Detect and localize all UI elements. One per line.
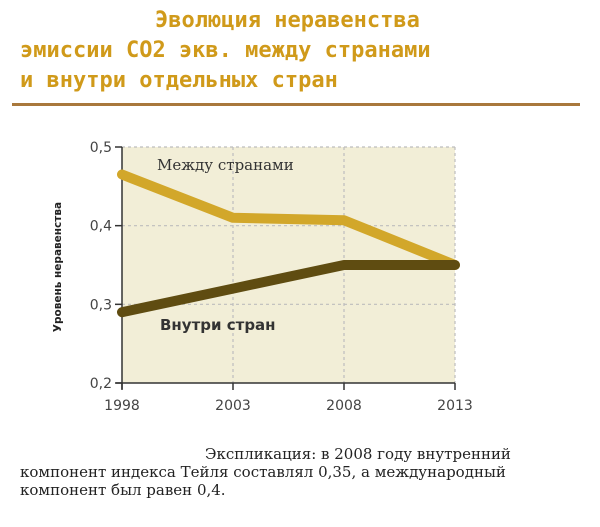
note-line-1: Экспликация: в 2008 году внутренний xyxy=(205,445,511,463)
y-axis-label: Уровень неравенства xyxy=(52,202,64,332)
series-line-within xyxy=(117,260,460,318)
title-line-3: и внутри отдельных стран xyxy=(20,68,338,93)
line-chart: 0,5 0,4 0,3 0,2 1998 2003 2008 2013 Уровень нера… xyxy=(52,140,473,414)
y-tick-label: 0,4 xyxy=(90,219,112,235)
x-tick-label: 2003 xyxy=(215,398,251,414)
note-line-2: компонент индекса Тейля составлял 0,35, … xyxy=(20,463,506,481)
note-line-3: компонент был равен 0,4. xyxy=(20,481,226,499)
x-tick-label: 2008 xyxy=(326,398,362,414)
series-label-within: Внутри стран xyxy=(160,316,276,334)
x-tick-label: 1998 xyxy=(104,398,140,414)
y-tick-label: 0,2 xyxy=(90,376,112,392)
y-tick-label: 0,3 xyxy=(90,297,112,313)
title-line-1: Эволюция неравенства xyxy=(155,8,420,33)
title-divider xyxy=(12,103,580,106)
y-tick-label: 0,5 xyxy=(90,140,112,156)
series-label-between: Между странами xyxy=(157,156,294,174)
title-line-2: эмиссии CO2 экв. между странами xyxy=(20,38,431,63)
x-tick-label: 2013 xyxy=(437,398,473,414)
chart-title: Эволюция неравенства эмиссии CO2 экв. ме… xyxy=(20,6,590,96)
series-line-between xyxy=(117,169,460,270)
explanation-note: Экспликация: в 2008 году внутренний комп… xyxy=(20,445,595,499)
